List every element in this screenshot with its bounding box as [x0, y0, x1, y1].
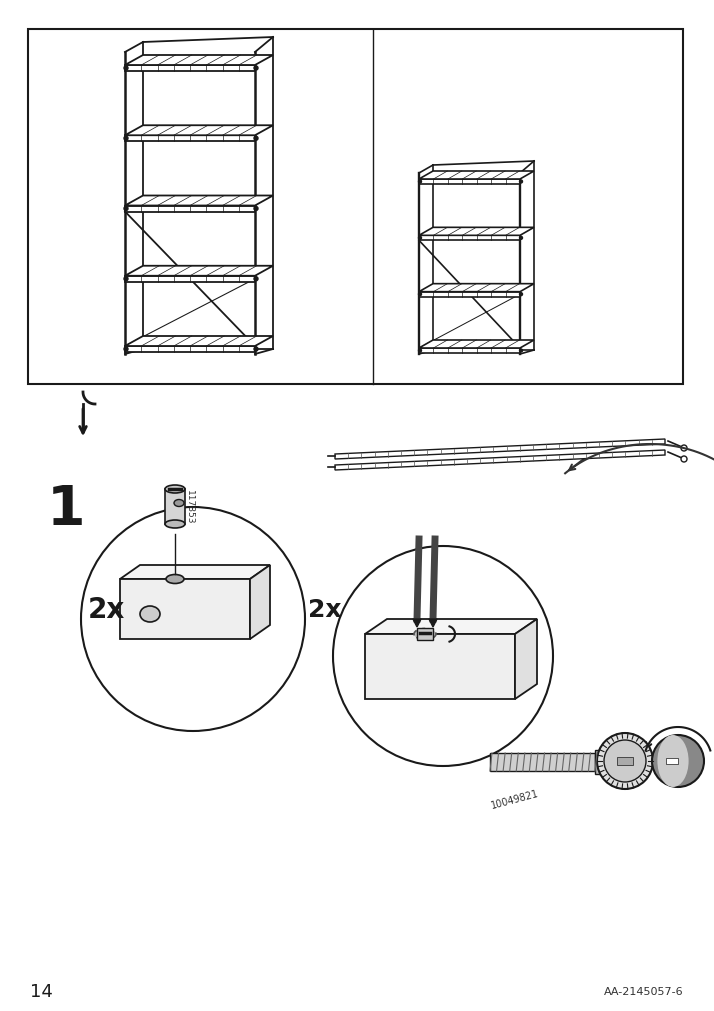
Circle shape: [597, 733, 653, 790]
Circle shape: [124, 137, 128, 142]
Circle shape: [681, 446, 687, 452]
Polygon shape: [120, 565, 270, 579]
Circle shape: [254, 137, 258, 142]
Text: 14: 14: [30, 982, 53, 1000]
Circle shape: [520, 350, 523, 353]
Circle shape: [254, 277, 258, 281]
Polygon shape: [125, 126, 273, 136]
Polygon shape: [250, 565, 270, 639]
Circle shape: [418, 181, 421, 184]
Text: 2x: 2x: [88, 595, 125, 624]
Bar: [28, 30, 683, 384]
Polygon shape: [365, 620, 537, 634]
Bar: [365, 634, 515, 700]
Circle shape: [254, 67, 258, 71]
Polygon shape: [419, 292, 520, 297]
Circle shape: [652, 735, 704, 788]
Circle shape: [520, 181, 523, 184]
Circle shape: [520, 293, 523, 296]
Circle shape: [333, 547, 553, 766]
Ellipse shape: [140, 607, 160, 623]
Bar: [617, 757, 633, 765]
Bar: [417, 629, 433, 640]
Circle shape: [418, 350, 421, 353]
Polygon shape: [413, 620, 421, 628]
Polygon shape: [419, 341, 534, 349]
Circle shape: [520, 238, 523, 240]
Bar: [490, 753, 595, 771]
Polygon shape: [125, 267, 273, 276]
Circle shape: [604, 740, 646, 783]
Circle shape: [254, 207, 258, 211]
Text: AA-2145057-6: AA-2145057-6: [604, 986, 684, 996]
Polygon shape: [125, 136, 255, 143]
Polygon shape: [335, 440, 665, 460]
Circle shape: [418, 238, 421, 240]
Text: 1: 1: [47, 482, 86, 537]
Polygon shape: [125, 337, 273, 347]
Polygon shape: [429, 620, 437, 628]
Bar: [165, 489, 185, 525]
Ellipse shape: [165, 521, 185, 529]
Circle shape: [124, 277, 128, 281]
Text: 2x: 2x: [308, 598, 341, 622]
Ellipse shape: [174, 500, 184, 507]
Bar: [595, 750, 607, 774]
Polygon shape: [419, 349, 520, 354]
Polygon shape: [419, 228, 534, 237]
Polygon shape: [125, 206, 255, 212]
Polygon shape: [335, 451, 665, 470]
Polygon shape: [419, 180, 520, 185]
Ellipse shape: [166, 575, 184, 584]
Text: 117853: 117853: [184, 489, 193, 525]
Circle shape: [81, 508, 305, 731]
Polygon shape: [125, 276, 255, 282]
Text: 10049821: 10049821: [490, 788, 540, 811]
Polygon shape: [419, 284, 534, 292]
Circle shape: [124, 348, 128, 352]
Circle shape: [124, 207, 128, 211]
Circle shape: [254, 348, 258, 352]
Circle shape: [124, 67, 128, 71]
Polygon shape: [515, 620, 537, 700]
Polygon shape: [125, 196, 273, 206]
Bar: [120, 579, 250, 639]
Ellipse shape: [165, 485, 185, 493]
Bar: [666, 758, 678, 764]
Circle shape: [681, 457, 687, 463]
Ellipse shape: [658, 735, 688, 788]
Polygon shape: [419, 172, 534, 180]
Polygon shape: [125, 66, 255, 72]
Polygon shape: [419, 237, 520, 241]
Ellipse shape: [414, 629, 436, 640]
Polygon shape: [125, 56, 273, 66]
Polygon shape: [125, 347, 255, 353]
Circle shape: [418, 293, 421, 296]
